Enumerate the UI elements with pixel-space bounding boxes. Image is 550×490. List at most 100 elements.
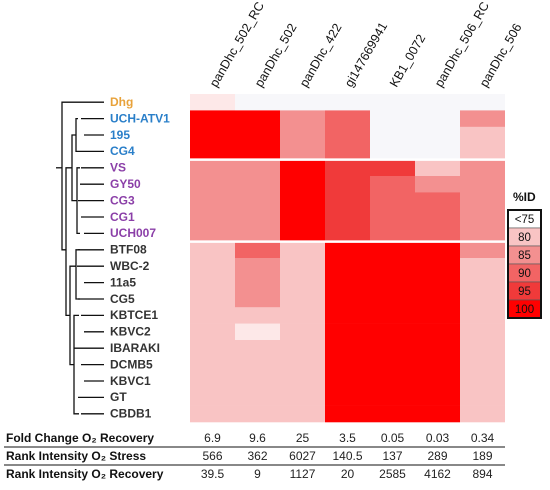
heatmap-cell [415,225,460,242]
legend-label: 85 [518,250,531,262]
heatmap-cell [370,110,415,128]
heatmap-cell [235,356,280,374]
heatmap-cell [415,143,460,160]
row-label: KBTCE1 [110,308,158,322]
table-cell: 189 [472,449,492,463]
column-label: panDhc_422 [297,21,345,89]
heatmap-cell [325,307,370,324]
table-cell: 1127 [290,467,316,481]
table-cell: 894 [472,467,492,481]
heatmap-cell [325,126,370,144]
row-label: 11a5 [110,275,136,289]
heatmap-cell [370,340,415,357]
heatmap-cell [460,176,505,193]
heatmap-cell [460,274,505,292]
heatmap-cell [415,110,460,128]
heatmap-cell [460,290,505,308]
dendrogram-branch [73,314,79,415]
heatmap-cell [235,258,280,275]
heatmap-cell [460,307,505,324]
table-cell: 39.5 [201,467,225,481]
heatmap-cell [235,94,280,111]
heatmap-cell [415,340,460,357]
heatmap-cell [235,126,280,144]
table-cell: 25 [296,431,310,445]
heatmap-cell [190,192,235,210]
pid-legend: %ID <75 80 85 90 95 100 [507,190,542,319]
table-row-label: Rank Intensity O₂ Recovery [6,467,164,481]
row-label: GT [110,390,127,404]
row-label: CG1 [110,210,135,224]
heatmap-cell [325,143,370,160]
heatmap-cell [370,372,415,390]
heatmap-cell [280,340,325,357]
heatmap-cell [280,323,325,341]
heatmap-cell [415,176,460,193]
heatmap-cell [325,241,370,259]
heatmap-cell [235,225,280,242]
heatmap-cell [460,110,505,128]
dendrogram-branch [75,249,80,300]
heatmap-cell [415,405,460,423]
table-cell: 2585 [379,467,406,481]
heatmap-cell [280,176,325,193]
heatmap-cell [325,356,370,374]
heatmap-cell [280,110,325,128]
dendrogram-branch [61,101,72,251]
table-cell: 0.03 [426,431,450,445]
heatmap-cell [190,258,235,275]
heatmap-cell [325,159,370,177]
row-label: UCH-ATV1 [110,111,170,125]
heatmap-cell [190,340,235,357]
heatmap-cell [280,94,325,111]
row-label: CG4 [110,144,135,158]
heatmap-cell [460,241,505,259]
heatmap-cell [325,208,370,226]
heatmap-cell [370,225,415,242]
table-cell: 289 [427,449,447,463]
column-labels: panDhc_502_RCpanDhc_502panDhc_422gi14766… [207,0,525,90]
heatmap-cell [325,110,370,128]
heatmap-cell [235,307,280,324]
heatmap-cell [370,126,415,144]
column-label: panDhc_506 [477,21,525,89]
heatmap-cell [325,94,370,111]
heatmap-cell [280,274,325,292]
column-label: panDhc_502 [252,21,300,89]
row-label: VS [110,161,126,175]
heatmap-cell [370,307,415,324]
heatmap-cell [415,94,460,111]
heatmap-cell [280,389,325,406]
table-cell: 0.05 [381,431,405,445]
heatmap-cell [235,290,280,308]
heatmap-cell [190,307,235,324]
heatmap-cell [415,159,460,177]
heatmap-cell [190,176,235,193]
row-label: UCH007 [110,226,156,240]
heatmap-cell [460,192,505,210]
heatmap-cell [460,159,505,177]
table-cell: 0.34 [471,431,495,445]
heatmap-cell [460,340,505,357]
heatmap-cell [190,323,235,341]
heatmap-cell [325,372,370,390]
heatmap-cell [415,290,460,308]
group-separators [190,158,505,243]
heatmap-cell [415,241,460,259]
table-cell: 9 [254,467,261,481]
row-label: WBC-2 [110,259,150,273]
heatmap-cell [415,323,460,341]
heatmap-cell [190,110,235,128]
heatmap-cell [460,323,505,341]
heatmap-cell [415,208,460,226]
heatmap-cell [190,143,235,160]
heatmap-cell [235,208,280,226]
heatmap-cell [325,192,370,210]
heatmap-cell [235,192,280,210]
legend-frame [507,209,542,319]
column-label: gi147669941 [342,20,390,90]
heatmap-cell [370,405,415,423]
heatmap-cell [190,372,235,390]
heatmap-cell [280,126,325,144]
heatmap-cell [280,307,325,324]
